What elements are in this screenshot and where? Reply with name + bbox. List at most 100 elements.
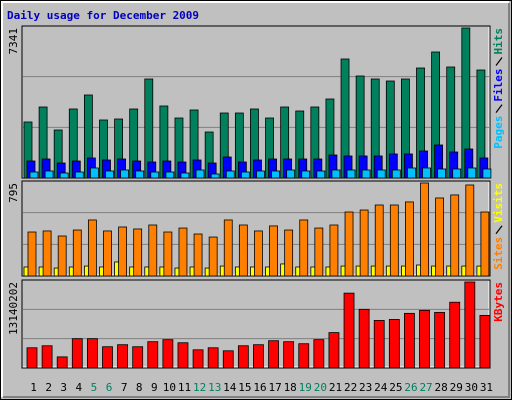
x-tick-label: 25 (389, 381, 402, 394)
y-tick-label: 7341 (7, 28, 20, 55)
bar (376, 169, 386, 179)
x-tick-label: 23 (359, 381, 372, 394)
bar (437, 168, 447, 179)
bar (435, 197, 445, 277)
bar (163, 231, 173, 277)
x-tick-label: 1 (30, 381, 37, 394)
bar (329, 224, 339, 277)
x-tick-label: 14 (223, 381, 237, 394)
bar (237, 345, 249, 369)
bar (193, 233, 203, 277)
bar (388, 319, 400, 369)
bar (420, 182, 429, 277)
bar (331, 169, 341, 179)
bar (165, 171, 175, 179)
bar (103, 230, 112, 277)
x-tick-label: 18 (284, 381, 297, 394)
bar (254, 230, 263, 277)
bar (178, 227, 188, 277)
bar (346, 169, 356, 179)
bar (148, 224, 158, 277)
x-tick-label: 10 (163, 381, 176, 394)
bar (268, 340, 279, 369)
bar (42, 230, 52, 277)
bar (361, 169, 371, 179)
x-tick-label: 9 (151, 381, 158, 394)
y-tick-label: 795 (7, 183, 20, 203)
x-tick-label: 2 (45, 381, 52, 394)
bar (452, 168, 462, 179)
bar (162, 339, 174, 369)
bar (102, 346, 113, 369)
bar (26, 347, 38, 369)
bar (225, 170, 235, 179)
bar (313, 339, 325, 369)
legend-label: Visits (492, 183, 505, 223)
bar (59, 172, 69, 179)
bar (256, 170, 265, 179)
bar (207, 347, 219, 369)
bar (344, 211, 354, 277)
legend-label: Hits (492, 28, 505, 55)
bar (467, 167, 477, 179)
x-tick-label: 27 (419, 381, 432, 394)
bar (434, 311, 446, 369)
bar (29, 171, 39, 179)
bar (316, 170, 326, 179)
x-tick-label: 15 (238, 381, 251, 394)
legend-label: Pages (492, 116, 505, 149)
x-tick-label: 29 (450, 381, 463, 394)
bar (343, 292, 355, 369)
bar (192, 349, 204, 369)
bar (222, 350, 234, 369)
x-tick-label: 4 (76, 381, 83, 394)
bar (135, 170, 145, 179)
bar (391, 169, 401, 179)
bar (480, 211, 490, 277)
x-tick-label: 8 (136, 381, 143, 394)
bar (314, 227, 324, 277)
bar (133, 228, 143, 277)
legend-separator (495, 57, 503, 66)
bar (449, 301, 461, 369)
bar (89, 167, 99, 179)
bar (74, 171, 84, 179)
bar (41, 345, 53, 369)
bar (44, 170, 54, 179)
bar (286, 169, 296, 179)
x-tick-label: 7 (121, 381, 128, 394)
bar (210, 173, 220, 179)
bar (195, 169, 205, 179)
bar (450, 194, 460, 277)
bar (404, 312, 415, 369)
bar (482, 168, 492, 179)
x-tick-label: 31 (480, 381, 493, 394)
legend-label: KBytes (492, 282, 505, 322)
legend-separator (495, 225, 503, 235)
bar (105, 170, 114, 179)
bar (72, 229, 82, 277)
bar (117, 344, 128, 369)
bar (180, 172, 190, 179)
bar (407, 167, 416, 179)
bar (118, 226, 127, 277)
legend-separator (495, 104, 503, 113)
bar (465, 184, 475, 277)
x-tick-label: 21 (329, 381, 342, 394)
x-tick-label: 3 (60, 381, 67, 394)
x-tick-label: 28 (435, 381, 448, 394)
bar (87, 219, 97, 277)
x-tick-label: 26 (404, 381, 417, 394)
bar (389, 204, 399, 277)
bar (57, 235, 67, 277)
bar (240, 171, 250, 179)
bar (56, 356, 68, 369)
bar (238, 224, 248, 277)
bevel (3, 3, 510, 398)
bar (132, 346, 144, 369)
bar (208, 236, 218, 277)
bar (253, 344, 264, 369)
bar (271, 170, 280, 179)
bar (284, 229, 294, 277)
